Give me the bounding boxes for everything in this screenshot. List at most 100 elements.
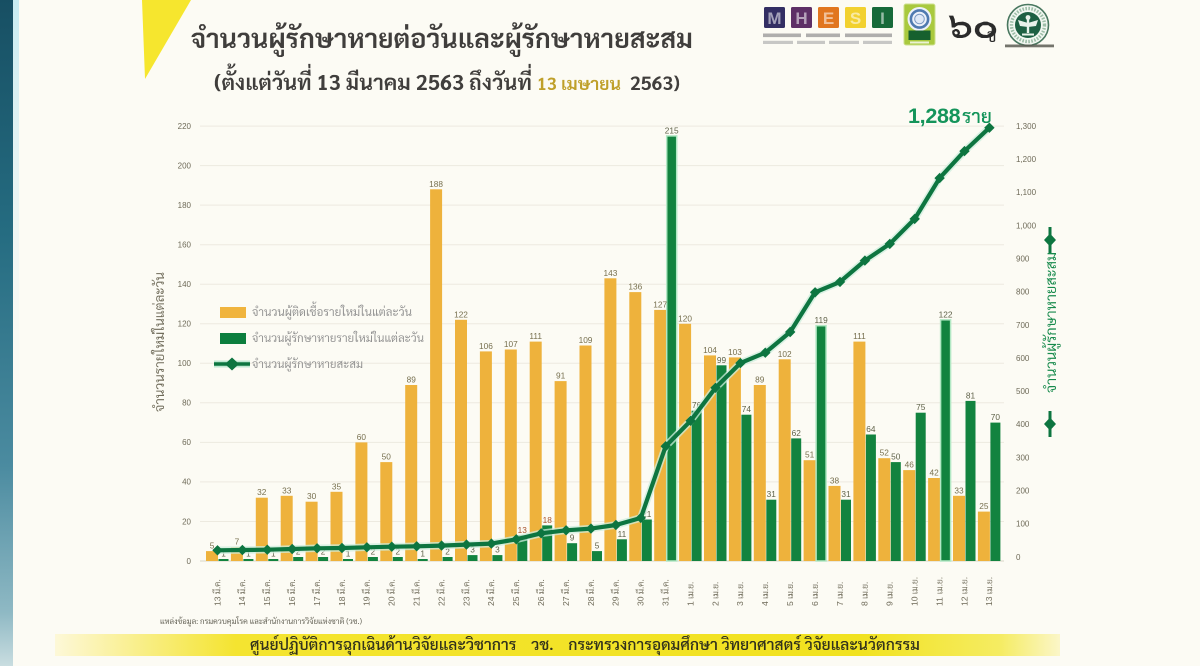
svg-text:102: 102 — [778, 349, 792, 359]
svg-text:6: 6 — [810, 601, 820, 606]
svg-text:111: 111 — [853, 331, 866, 341]
svg-text:220: 220 — [178, 122, 192, 131]
svg-text:35: 35 — [332, 481, 342, 491]
svg-text:31: 31 — [767, 489, 777, 499]
svg-text:16: 16 — [287, 596, 297, 606]
svg-text:60: 60 — [357, 432, 367, 442]
svg-text:0: 0 — [187, 557, 192, 566]
svg-text:20: 20 — [182, 517, 191, 526]
svg-text:3: 3 — [495, 545, 500, 555]
svg-text:1,000: 1,000 — [1016, 221, 1037, 230]
svg-text:9: 9 — [885, 601, 895, 606]
svg-text:31: 31 — [841, 489, 851, 499]
svg-text:21: 21 — [642, 509, 652, 519]
svg-text:400: 400 — [1016, 420, 1030, 429]
svg-text:17: 17 — [312, 596, 322, 606]
svg-text:104: 104 — [703, 345, 717, 355]
svg-text:50: 50 — [382, 452, 392, 462]
svg-text:160: 160 — [178, 241, 192, 250]
svg-text:38: 38 — [830, 475, 840, 485]
svg-text:50: 50 — [891, 452, 901, 462]
svg-text:120: 120 — [678, 313, 692, 323]
svg-text:91: 91 — [556, 371, 566, 381]
svg-text:89: 89 — [407, 375, 417, 385]
svg-text:33: 33 — [954, 485, 964, 495]
svg-text:40: 40 — [182, 478, 191, 487]
svg-text:1,200: 1,200 — [1016, 155, 1037, 164]
svg-text:2: 2 — [445, 547, 450, 557]
svg-text:0: 0 — [1016, 553, 1021, 562]
svg-text:28: 28 — [586, 596, 596, 606]
svg-text:120: 120 — [178, 320, 192, 329]
svg-text:46: 46 — [905, 460, 915, 470]
svg-text:12: 12 — [959, 596, 969, 606]
svg-text:60: 60 — [182, 438, 191, 447]
svg-text:18: 18 — [543, 515, 553, 525]
svg-text:5: 5 — [595, 541, 600, 551]
svg-text:10: 10 — [910, 596, 920, 606]
svg-text:107: 107 — [504, 339, 518, 349]
svg-text:26: 26 — [536, 596, 546, 606]
svg-text:H: H — [795, 9, 807, 28]
svg-text:200: 200 — [178, 161, 192, 170]
svg-text:180: 180 — [178, 201, 192, 210]
svg-text:89: 89 — [755, 375, 765, 385]
svg-text:143: 143 — [603, 268, 617, 278]
svg-text:119: 119 — [814, 315, 828, 325]
svg-text:52: 52 — [880, 448, 890, 458]
svg-text:31: 31 — [661, 596, 671, 606]
svg-text:25: 25 — [511, 596, 521, 606]
svg-text:23: 23 — [461, 596, 471, 606]
svg-text:1: 1 — [685, 601, 695, 606]
svg-text:122: 122 — [454, 309, 468, 319]
svg-text:111: 111 — [529, 331, 542, 341]
svg-text:122: 122 — [939, 309, 953, 319]
svg-text:500: 500 — [1016, 387, 1030, 396]
svg-text:2: 2 — [395, 547, 400, 557]
svg-text:8: 8 — [860, 601, 870, 606]
svg-text:70: 70 — [991, 412, 1001, 422]
svg-text:S: S — [850, 9, 861, 28]
svg-text:M: M — [767, 9, 781, 28]
svg-text:51: 51 — [805, 450, 815, 460]
svg-text:103: 103 — [728, 347, 742, 357]
svg-text:32: 32 — [257, 487, 267, 497]
svg-text:62: 62 — [792, 428, 802, 438]
svg-text:14: 14 — [237, 596, 247, 606]
svg-text:7: 7 — [835, 601, 845, 606]
svg-text:13: 13 — [984, 596, 994, 606]
svg-text:3: 3 — [470, 545, 475, 555]
svg-text:76: 76 — [692, 400, 702, 410]
svg-text:42: 42 — [929, 468, 939, 478]
svg-text:81: 81 — [966, 390, 976, 400]
svg-text:29: 29 — [611, 596, 621, 606]
svg-text:2: 2 — [371, 547, 376, 557]
svg-text:4: 4 — [760, 601, 770, 606]
svg-text:106: 106 — [479, 341, 493, 351]
svg-text:136: 136 — [628, 282, 642, 292]
svg-text:188: 188 — [429, 179, 443, 189]
svg-text:24: 24 — [486, 596, 496, 606]
svg-text:13: 13 — [212, 596, 222, 606]
svg-text:11: 11 — [618, 529, 627, 539]
svg-text:30: 30 — [636, 596, 646, 606]
svg-text:1: 1 — [271, 549, 276, 559]
svg-text:64: 64 — [866, 424, 876, 434]
svg-text:600: 600 — [1016, 354, 1030, 363]
svg-text:100: 100 — [178, 359, 192, 368]
svg-text:1: 1 — [346, 549, 351, 559]
svg-text:900: 900 — [1016, 254, 1030, 263]
svg-text:19: 19 — [362, 596, 372, 606]
svg-text:13: 13 — [518, 525, 528, 535]
svg-text:15: 15 — [262, 596, 272, 606]
svg-text:1,100: 1,100 — [1016, 188, 1037, 197]
svg-text:99: 99 — [717, 355, 727, 365]
svg-text:33: 33 — [282, 485, 292, 495]
svg-text:127: 127 — [653, 299, 667, 309]
svg-text:27: 27 — [561, 596, 571, 606]
svg-text:11: 11 — [934, 597, 944, 606]
svg-text:140: 140 — [178, 280, 192, 289]
svg-text:75: 75 — [916, 402, 926, 412]
svg-text:800: 800 — [1016, 288, 1030, 297]
svg-text:1: 1 — [420, 549, 425, 559]
